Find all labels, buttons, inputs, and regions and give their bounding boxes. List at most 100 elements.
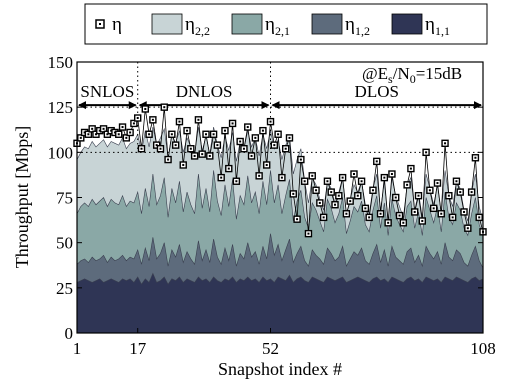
region-arrowhead-right [261, 101, 270, 110]
legend-subscript: 2,1 [275, 24, 290, 38]
eta-point-center [277, 133, 280, 136]
legend-subscript: 1,1 [435, 24, 450, 38]
eta-point-center [402, 221, 405, 224]
eta-point-center [455, 180, 458, 183]
eta-point-center [220, 176, 223, 179]
y-axis: 0 25 50 75 100 125 150 [48, 53, 483, 343]
eta-point-center [242, 147, 245, 150]
eta-point-center [440, 212, 443, 215]
eta-point-center [311, 174, 314, 177]
eta-point-center [102, 127, 105, 130]
eta-point-center [265, 163, 268, 166]
eta-point-center [398, 214, 401, 217]
eta-point-center [212, 133, 215, 136]
legend-subscript: 1,2 [355, 24, 370, 38]
eta-point-center [447, 194, 450, 197]
eta-point-center [334, 203, 337, 206]
region-annotations: SNLOS DNLOS DLOS [78, 62, 482, 153]
legend-swatch-2-1 [231, 13, 263, 35]
x-axis: 1 17 52 108 [73, 328, 496, 358]
eta-point-center [318, 201, 321, 204]
y-tick-label: 125 [48, 98, 74, 117]
eta-point-center [155, 144, 158, 147]
eta-point-center [315, 189, 318, 192]
svg-text:@Es/N0=15dB: @Es/N0=15dB [362, 64, 462, 86]
eta-point-center [186, 129, 189, 132]
eta-point-center [341, 176, 344, 179]
eta-point-center [444, 142, 447, 145]
eta-point-center [417, 194, 420, 197]
eta-point-center [478, 216, 481, 219]
eta-point-center [394, 196, 397, 199]
region-label-dnlos: DNLOS [176, 82, 233, 101]
eta-point-center [280, 176, 283, 179]
eta-point-center [352, 173, 355, 176]
eta-point-center [151, 118, 154, 121]
eta-point-center [303, 180, 306, 183]
y-tick-label: 50 [56, 234, 73, 253]
eta-point-center [182, 163, 185, 166]
eta-point-center [178, 120, 181, 123]
area-eta-1-1 [76, 272, 484, 334]
eta-point-center [129, 131, 132, 134]
region-arrowhead-left [271, 101, 280, 110]
eta-point-center [375, 160, 378, 163]
stacked-areas [76, 126, 484, 334]
eta-point-center [459, 191, 462, 194]
eta-point-center [98, 129, 101, 132]
eta-point-center [136, 117, 139, 120]
eta-point-center [94, 133, 97, 136]
eta-point-center [140, 147, 143, 150]
snr-mid: /N [393, 64, 410, 83]
eta-point-center [235, 180, 238, 183]
eta-point-center [463, 210, 466, 213]
legend-marker-eta-center [99, 23, 101, 25]
eta-point-center [428, 189, 431, 192]
eta-point-center [132, 122, 135, 125]
eta-point-center [170, 133, 173, 136]
eta-point-center [208, 154, 211, 157]
eta-point-center [167, 158, 170, 161]
eta-point-center [113, 131, 116, 134]
eta-point-center [193, 154, 196, 157]
eta-point-center [189, 147, 192, 150]
legend-swatch-1-2 [311, 13, 343, 35]
eta-point-center [299, 158, 302, 161]
eta-point-center [254, 136, 257, 139]
x-tick-label: 108 [470, 339, 496, 358]
eta-point-center [144, 107, 147, 110]
eta-point-center [337, 194, 340, 197]
eta-point-center [421, 219, 424, 222]
eta-point-center [296, 218, 299, 221]
legend-swatch-2-2 [151, 13, 183, 35]
eta-point-center [121, 126, 124, 129]
y-tick-label: 150 [48, 53, 74, 72]
eta-point-center [379, 212, 382, 215]
region-label-snlos: SNLOS [80, 82, 134, 101]
eta-point-center [330, 191, 333, 194]
eta-point-center [413, 210, 416, 213]
region-arrowhead-right [474, 101, 482, 110]
eta-point-center [451, 216, 454, 219]
eta-point-center [383, 176, 386, 179]
eta-point-center [406, 183, 409, 186]
legend: η η2,2 η2,1 η1,2 η1,1 [95, 13, 450, 38]
eta-point-center [474, 156, 477, 159]
eta-point-center [284, 147, 287, 150]
eta-point-center [356, 194, 359, 197]
eta-point-center [246, 126, 249, 129]
eta-point-center [106, 133, 109, 136]
snr-prefix: @E [362, 64, 388, 83]
eta-point-center [345, 212, 348, 215]
eta-point-center [125, 136, 128, 139]
eta-point-center [148, 133, 151, 136]
y-tick-label: 75 [56, 189, 73, 208]
snr-suffix: =15dB [416, 64, 462, 83]
x-tick-label: 17 [129, 339, 147, 358]
eta-point-center [288, 136, 291, 139]
eta-point-center [292, 192, 295, 195]
region-arrowhead-left [78, 101, 86, 110]
eta-point-center [231, 122, 234, 125]
eta-point-center [110, 129, 113, 132]
eta-point-center [360, 180, 363, 183]
